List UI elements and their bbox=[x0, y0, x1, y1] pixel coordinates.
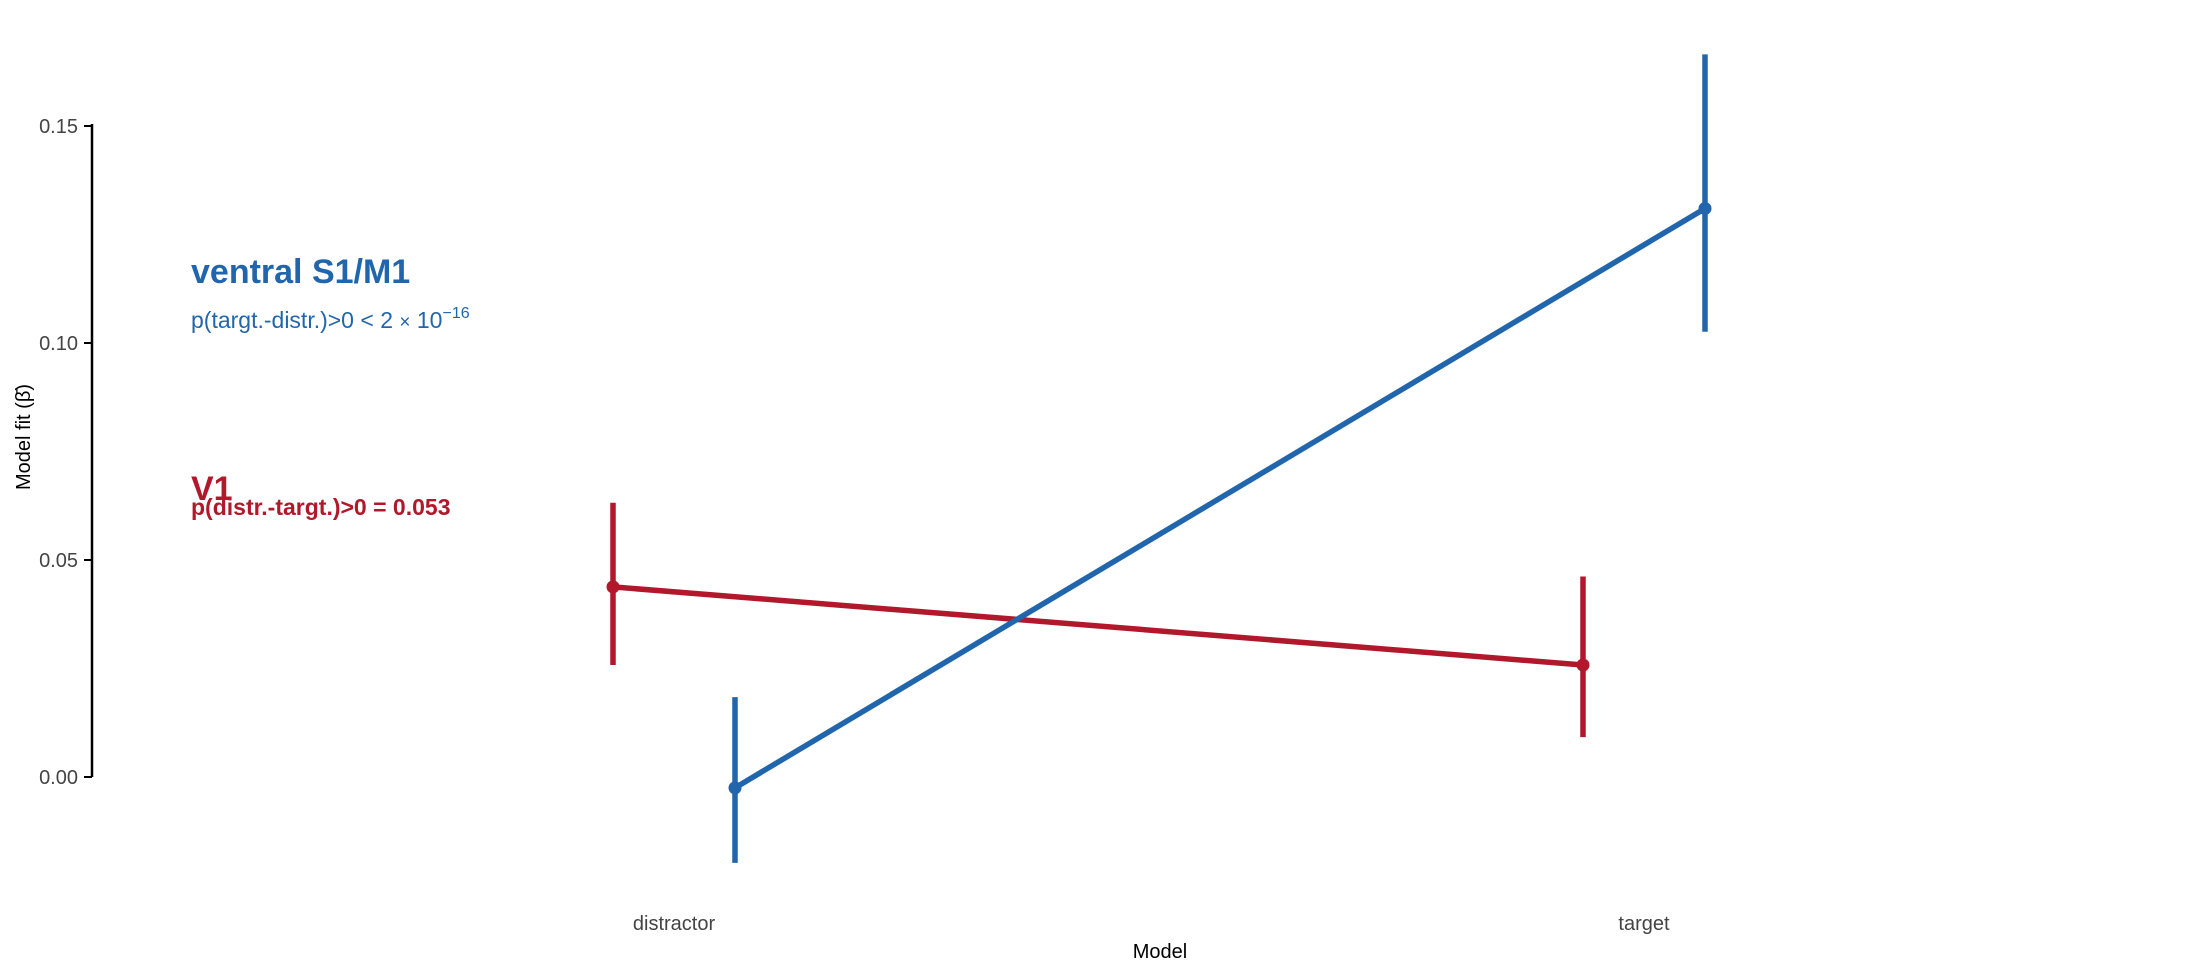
annotation-title-s1m1: ventral S1/M1 bbox=[191, 253, 410, 291]
point-ventral-s1-m1-distractor bbox=[728, 781, 742, 795]
annotation-p-s1m1-exp: −16 bbox=[442, 305, 469, 322]
annotation-p-s1m1-prefix: p(targt.-distr.)>0 < 2 bbox=[191, 307, 393, 333]
x-tick-distractor: distractor bbox=[633, 913, 716, 935]
series-line-ventral-s1-m1 bbox=[733, 206, 1707, 791]
series-ventral-s1-m1 bbox=[728, 54, 1712, 863]
annotation-title-v1: V1 bbox=[191, 470, 233, 508]
y-tick-label: 0.15 bbox=[39, 116, 78, 138]
annotation-p-s1m1-base: 10 bbox=[417, 307, 443, 333]
series-line-v1 bbox=[612, 584, 1584, 668]
point-ventral-s1-m1-target bbox=[1698, 201, 1712, 215]
series-layer bbox=[606, 54, 1712, 863]
y-tick-label: 0.05 bbox=[39, 550, 78, 572]
y-ticks: 0.00 0.05 0.10 0.15 bbox=[39, 116, 92, 789]
y-tick-label: 0.00 bbox=[39, 767, 78, 789]
point-v1-distractor bbox=[606, 580, 620, 594]
annotation-p-s1m1: p(targt.-distr.)>0 < 2 × 10−16 bbox=[191, 305, 470, 333]
y-axis-title: Model fit (β̄) bbox=[13, 384, 35, 490]
annotation-p-s1m1-times: × bbox=[399, 312, 410, 333]
x-tick-target: target bbox=[1618, 913, 1670, 935]
point-v1-target bbox=[1576, 658, 1590, 672]
annotation-p-v1: p(distr.-targt.)>0 = 0.053 bbox=[191, 494, 450, 520]
y-tick-label: 0.10 bbox=[39, 333, 78, 355]
series-v1 bbox=[606, 502, 1590, 738]
x-axis-title: Model bbox=[1133, 941, 1187, 960]
